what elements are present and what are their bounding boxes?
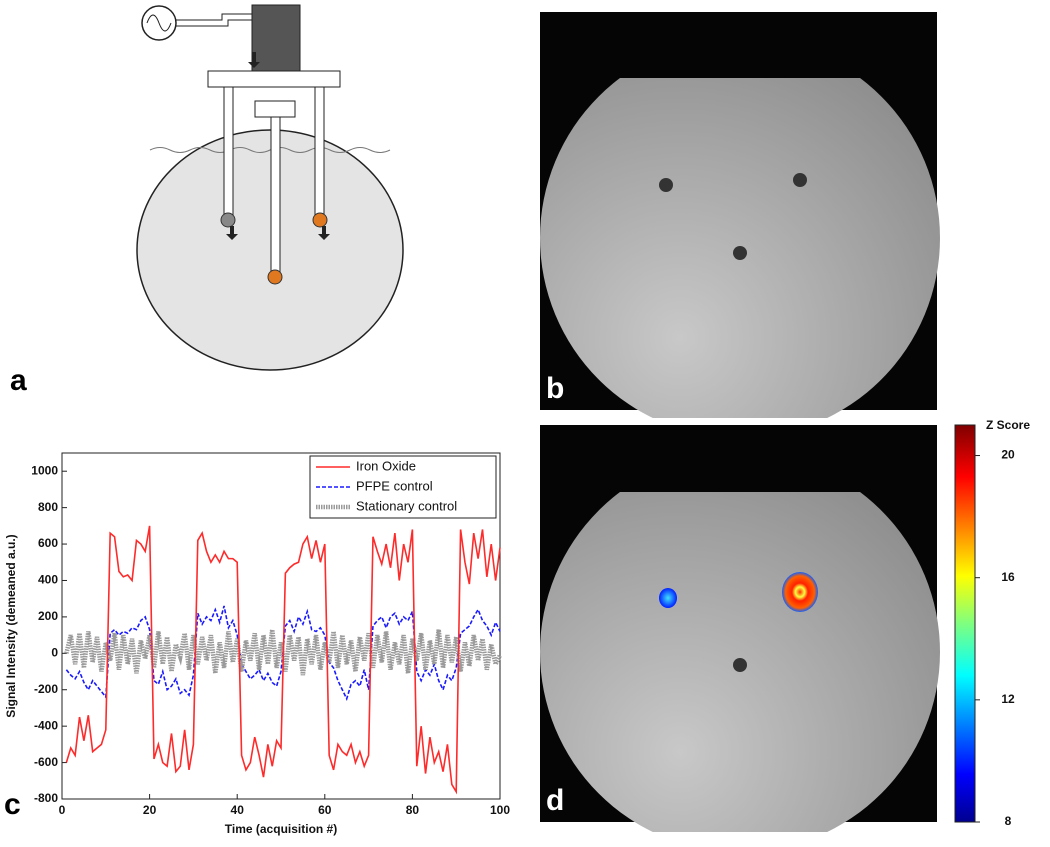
y-tick-label: 0 bbox=[51, 645, 58, 659]
y-axis-title: Signal Intensity (demeaned a.u.) bbox=[4, 534, 18, 717]
colorbar-tick-label: 20 bbox=[1001, 448, 1015, 462]
colorbar bbox=[954, 424, 976, 823]
colorbar-tick-label: 8 bbox=[1005, 814, 1012, 828]
x-tick-label: 40 bbox=[231, 803, 245, 817]
y-tick-label: 1000 bbox=[31, 463, 58, 477]
x-tick-label: 80 bbox=[406, 803, 420, 817]
mri-image-d bbox=[540, 425, 940, 832]
y-tick-label: 400 bbox=[38, 573, 58, 587]
y-tick-label: -800 bbox=[34, 791, 58, 805]
panel-label: c bbox=[4, 788, 21, 821]
legend-label: Stationary control bbox=[356, 498, 457, 513]
legend-label: Iron Oxide bbox=[356, 458, 416, 473]
y-tick-label: -200 bbox=[34, 682, 58, 696]
x-tick-label: 60 bbox=[318, 803, 332, 817]
panel-label: a bbox=[10, 364, 27, 397]
y-tick-label: 800 bbox=[38, 500, 58, 514]
diagram bbox=[136, 4, 404, 371]
colorbar-tick-label: 12 bbox=[1001, 692, 1015, 706]
colorbar-tick-label: 16 bbox=[1001, 570, 1015, 584]
y-tick-label: 600 bbox=[38, 536, 58, 550]
colorbar-title: Z Score bbox=[986, 418, 1030, 432]
panel-label: d bbox=[546, 784, 564, 817]
x-tick-label: 100 bbox=[490, 803, 510, 817]
y-tick-label: 200 bbox=[38, 609, 58, 623]
x-tick-label: 0 bbox=[59, 803, 66, 817]
series-line bbox=[65, 525, 501, 795]
x-axis-title: Time (acquisition #) bbox=[225, 822, 337, 836]
x-tick-label: 20 bbox=[143, 803, 157, 817]
legend-label: PFPE control bbox=[356, 478, 433, 493]
y-tick-label: -400 bbox=[34, 718, 58, 732]
mri-image-b bbox=[540, 12, 940, 418]
y-tick-label: -600 bbox=[34, 755, 58, 769]
panel-label: b bbox=[546, 372, 564, 405]
